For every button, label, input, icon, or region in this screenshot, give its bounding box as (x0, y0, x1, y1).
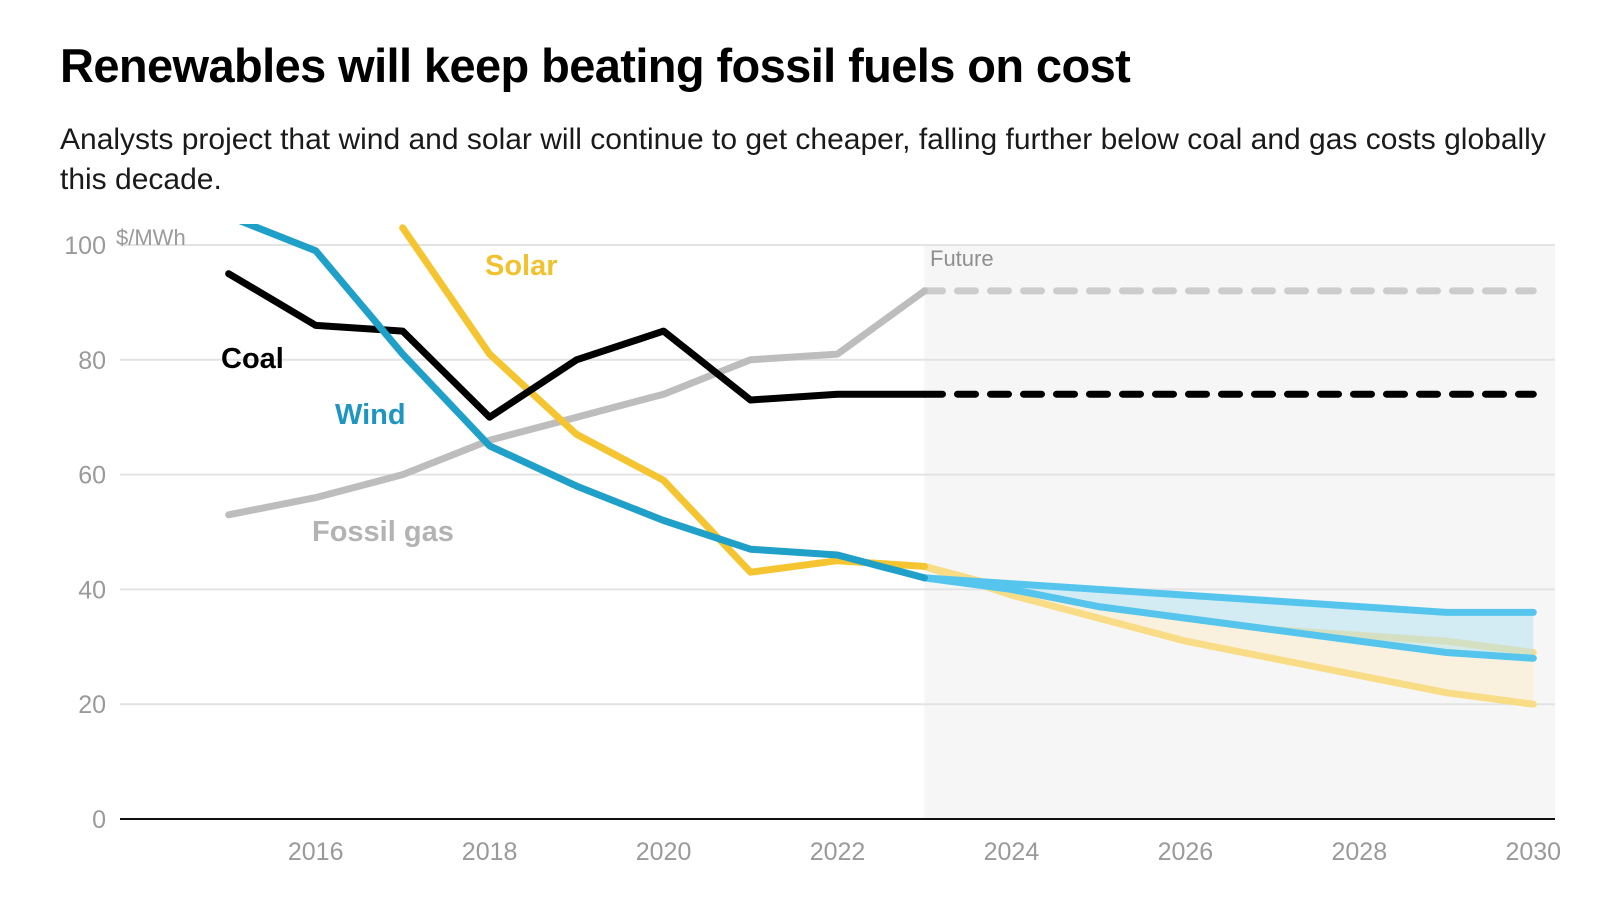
x-tick-label-2026: 2026 (1158, 838, 1214, 866)
chart-title: Renewables will keep beating fossil fuel… (60, 39, 1131, 92)
future-region-label: Future (930, 246, 994, 271)
wind-line (238, 224, 928, 582)
y-tick-label-80: 80 (78, 347, 106, 375)
solar-projection-low-line (921, 562, 1537, 708)
chart-subtitle: Analysts project that wind and solar wil… (60, 123, 1546, 196)
series-label-fossil-gas: Fossil gas (312, 516, 454, 548)
series-label-coal: Coal (221, 343, 284, 375)
y-tick-label-0: 0 (92, 806, 106, 834)
y-tick-label-60: 60 (78, 462, 106, 490)
x-tick-label-2018: 2018 (462, 838, 518, 866)
x-tick-label-2028: 2028 (1332, 838, 1388, 866)
y-tick-label-40: 40 (78, 576, 106, 604)
series-label-solar: Solar (485, 250, 558, 282)
wind-projection-low-line (921, 574, 1537, 662)
x-tick-label-2016: 2016 (288, 838, 344, 866)
solar-projection-band (924, 566, 1534, 705)
wind-projection-band (924, 577, 1534, 659)
x-tick-label-2030: 2030 (1505, 838, 1561, 866)
fossil-gas-line (225, 287, 928, 519)
coal-line (225, 270, 928, 421)
y-tick-label-100: 100 (64, 232, 106, 260)
y-axis-unit-label: $/MWh (116, 225, 186, 250)
x-tick-label-2022: 2022 (810, 838, 866, 866)
solar-line (399, 224, 928, 576)
series-label-wind: Wind (335, 399, 406, 431)
x-tick-label-2020: 2020 (636, 838, 692, 866)
future-region-shading (924, 245, 1555, 819)
y-tick-label-20: 20 (78, 691, 106, 719)
wind-projection-high-line (921, 574, 1537, 616)
x-tick-label-2024: 2024 (984, 838, 1040, 866)
